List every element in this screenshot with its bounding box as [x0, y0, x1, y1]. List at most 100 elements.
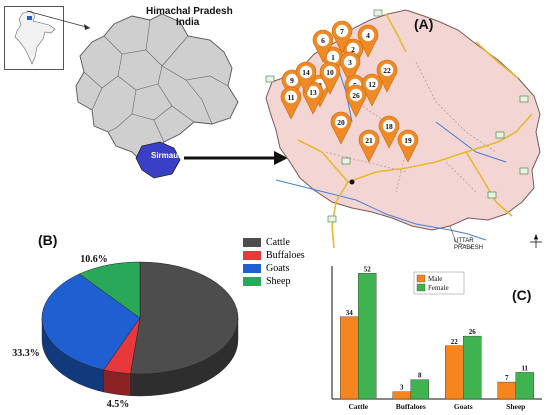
panel-a-label: (A): [414, 16, 434, 32]
pin-center: [382, 119, 396, 133]
pin-label: 12: [368, 80, 376, 89]
pin-label: 11: [287, 93, 294, 102]
location-pin-26: 26: [345, 84, 367, 118]
pin-center: [284, 90, 298, 104]
location-pin-20: 20: [330, 111, 352, 145]
bar-male-cattle: [340, 316, 359, 400]
pie-label-goats: 33.3%: [12, 348, 40, 359]
location-pin-12: 12: [361, 73, 383, 107]
pie-label-buffaloes: 4.5%: [107, 399, 130, 410]
pin-center: [335, 24, 349, 38]
hp-marker: [27, 16, 32, 20]
location-pin-4: 4: [357, 24, 379, 58]
pin-label: 13: [309, 88, 317, 97]
bar-value-label: 3: [400, 384, 404, 392]
state-label-uttar-pradesh: UTTAR PRADESH: [454, 238, 484, 251]
x-tick-label: Goats: [454, 402, 473, 411]
pie-legend-goats: Goats: [266, 263, 290, 274]
legend-swatch: [243, 264, 261, 273]
pie-legend-item: Goats: [243, 262, 305, 275]
pin-label: 20: [337, 118, 345, 127]
sirmaur-district: [135, 141, 181, 179]
nahan-marker: [349, 179, 355, 185]
map-title-line1: Himachal Pradesh: [146, 6, 233, 17]
bar-value-label: 34: [346, 309, 354, 317]
pin-label: 10: [326, 68, 334, 77]
pie-legend-buffaloes: Buffaloes: [266, 250, 305, 261]
bar-female-goats: [463, 335, 482, 400]
india-inset: [4, 6, 64, 70]
panel-c-label: (C): [512, 287, 532, 303]
legend-swatch: [243, 251, 261, 260]
legend-box: [413, 271, 465, 295]
legend-swatch: [243, 238, 261, 247]
bar-chart: 34 52 Cattle 3 8 Buffaloes 22 26 Goats 7 11 Sheep Ma…: [331, 265, 542, 411]
pin-center: [316, 33, 330, 47]
pie-legend-item: Buffaloes: [243, 249, 305, 262]
pie-slice-cattle: [130, 261, 239, 375]
legend-male: Male: [428, 275, 442, 283]
pin-label: 14: [302, 68, 310, 77]
pin-label: 1: [331, 53, 335, 62]
pin-center: [334, 115, 348, 129]
pin-center: [361, 28, 375, 42]
pie-legend: Cattle Buffaloes Goats Sheep: [243, 236, 305, 288]
location-pin-22: 22: [376, 59, 398, 93]
pin-label: 4: [366, 31, 370, 40]
bar-female-buffaloes: [410, 379, 429, 400]
location-pin-10: 10: [319, 61, 341, 95]
pin-label: 26: [352, 91, 360, 100]
legend-swatch: [416, 283, 426, 292]
bar-value-label: 26: [469, 328, 477, 336]
panel-a: Himachal Pradesh India Sirmaur: [4, 6, 542, 251]
location-pin-3: 3: [339, 51, 361, 85]
pin-center: [401, 133, 415, 147]
pie-legend-cattle: Cattle: [266, 237, 290, 248]
bar-value-label: 7: [505, 374, 509, 382]
panel-b-label: (B): [38, 232, 58, 248]
bar-male-goats: [445, 345, 464, 400]
legend-swatch: [243, 277, 261, 286]
location-pin-19: 19: [397, 129, 419, 163]
pin-label: 2: [351, 45, 355, 54]
x-tick-label: Sheep: [506, 402, 525, 411]
connector-line: [26, 10, 91, 30]
bar-female-cattle: [358, 273, 377, 400]
pin-center: [285, 73, 299, 87]
location-pin-18: 18: [378, 115, 400, 149]
location-pin-14: 14: [295, 61, 317, 95]
pin-label: 19: [404, 136, 412, 145]
bar-value-label: 22: [451, 338, 459, 346]
pin-center: [299, 65, 313, 79]
pie-legend-sheep: Sheep: [266, 276, 291, 287]
pie-legend-item: Cattle: [243, 236, 305, 249]
pin-center: [362, 133, 376, 147]
sirmaur-label: Sirmaur: [151, 151, 182, 160]
bar-value-label: 8: [418, 372, 422, 380]
pin-center: [380, 63, 394, 77]
location-pin-21: 21: [358, 129, 380, 163]
pin-label: 6: [321, 36, 325, 45]
pin-center: [343, 55, 357, 69]
hp-map: [75, 13, 239, 179]
pin-label: 21: [365, 136, 373, 145]
pin-center: [323, 65, 337, 79]
pin-label: 7: [340, 27, 344, 36]
pin-label: 18: [385, 122, 393, 131]
location-pin-7: 7: [331, 20, 353, 54]
pin-label: 3: [348, 58, 352, 67]
pie-side-buffaloes: [103, 369, 131, 396]
legend-female: Female: [428, 284, 449, 292]
x-tick-label: Cattle: [348, 402, 368, 411]
bar-value-label: 52: [364, 265, 372, 273]
pin-label: 9: [290, 76, 294, 85]
india-outline: [14, 10, 56, 65]
location-pin-11: 11: [280, 86, 302, 120]
pin-center: [349, 88, 363, 102]
compass-icon: [530, 233, 542, 248]
location-pins: 1234567891011121314181920212226: [280, 20, 419, 163]
pin-center: [306, 85, 320, 99]
pie-chart: 51.5%4.5%33.3%10.6%: [12, 254, 239, 410]
arrow-icon: [184, 151, 288, 165]
